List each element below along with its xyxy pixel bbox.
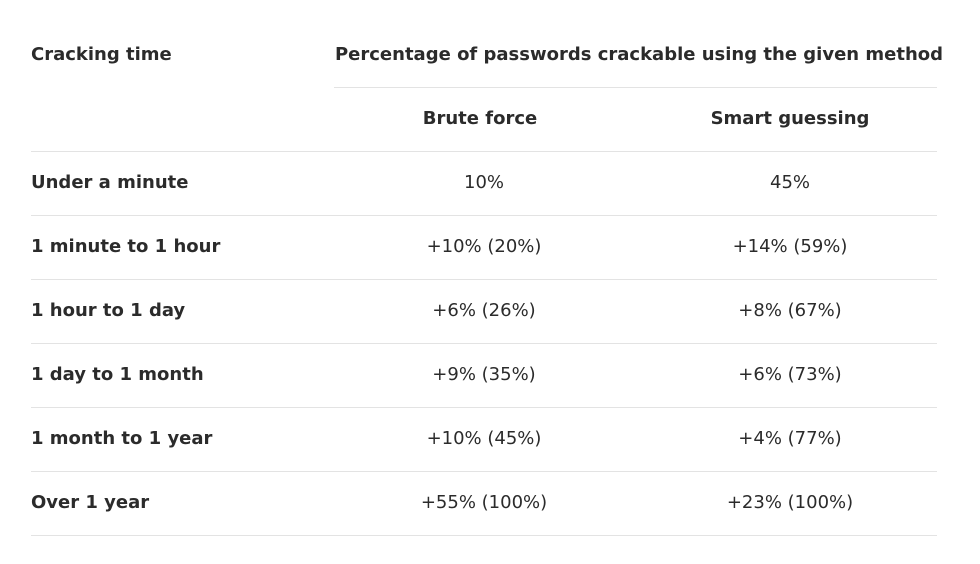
row-divider <box>31 535 937 536</box>
row-brute-cell: 10% <box>463 172 505 193</box>
row-time-cell: Under a minute <box>31 172 189 193</box>
row-brute-cell: +6% (26%) <box>432 300 536 321</box>
row-time-cell: 1 day to 1 month <box>31 364 204 385</box>
header-group-title: Percentage of passwords crackable using … <box>334 44 944 65</box>
header-smart-guessing: Smart guessing <box>710 108 870 129</box>
row-divider <box>31 279 937 280</box>
header-brute-force: Brute force <box>422 108 538 129</box>
row-smart-cell: +23% (100%) <box>726 492 854 513</box>
row-divider <box>31 151 937 152</box>
row-divider <box>31 407 937 408</box>
row-divider <box>31 343 937 344</box>
row-brute-cell: +55% (100%) <box>420 492 548 513</box>
row-divider <box>31 215 937 216</box>
header-divider <box>334 87 937 88</box>
row-time-cell: 1 hour to 1 day <box>31 300 186 321</box>
row-time-cell: Over 1 year <box>31 492 150 513</box>
row-smart-cell: +8% (67%) <box>738 300 842 321</box>
header-cracking-time: Cracking time <box>31 44 172 65</box>
row-brute-cell: +9% (35%) <box>432 364 536 385</box>
row-smart-cell: 45% <box>769 172 811 193</box>
row-divider <box>31 471 937 472</box>
row-smart-cell: +14% (59%) <box>732 236 848 257</box>
row-brute-cell: +10% (20%) <box>426 236 542 257</box>
row-smart-cell: +6% (73%) <box>738 364 842 385</box>
row-brute-cell: +10% (45%) <box>426 428 542 449</box>
row-time-cell: 1 minute to 1 hour <box>31 236 221 257</box>
row-smart-cell: +4% (77%) <box>738 428 842 449</box>
row-time-cell: 1 month to 1 year <box>31 428 213 449</box>
